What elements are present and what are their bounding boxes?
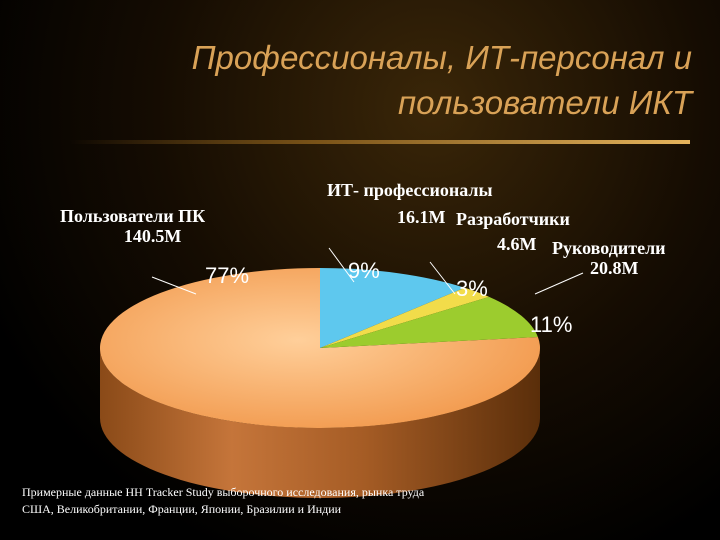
title-underline: [70, 140, 690, 144]
footnote-line-2: США, Великобритании, Франции, Японии, Бр…: [22, 502, 342, 516]
leader-line-users: [151, 276, 197, 295]
label-managers-value: 20.8M: [590, 258, 639, 278]
footnote: Примерные данные НН Tracker Study выборо…: [22, 484, 542, 518]
pie-side: [100, 348, 540, 498]
label-dev-name: Разработчики: [456, 209, 570, 229]
label-managers-name: Руководители: [552, 238, 666, 258]
leader-line-dev: [429, 261, 456, 295]
title-line-2: пользователи ИКТ: [397, 84, 692, 121]
leader-line-managers: [534, 272, 584, 295]
label-users: Пользователи ПК 140.5M: [60, 206, 205, 246]
label-users-name: Пользователи ПК: [60, 206, 206, 226]
label-dev-value: 4.6M: [497, 234, 537, 254]
label-it-pro-value: 16.1M: [397, 207, 446, 227]
slice-developers: [320, 287, 490, 348]
title-line-1: Профессионалы, ИТ-персонал и: [191, 39, 692, 76]
percent-users: 77%: [205, 263, 250, 288]
percent-dev: 3%: [456, 276, 488, 301]
label-it-pro-name: ИТ- профессионалы: [327, 180, 493, 200]
percent-managers: 11%: [530, 312, 573, 337]
slice-it-professionals: [320, 296, 538, 348]
label-users-value: 140.5M: [123, 226, 182, 246]
slide-title: Профессионалы, ИТ-персонал и пользовател…: [0, 36, 692, 124]
leader-line-it-pro: [328, 247, 355, 283]
percent-it-pro: 9%: [348, 258, 380, 283]
footnote-line-1: Примерные данные НН Tracker Study выборо…: [22, 485, 425, 499]
slice-managers: [320, 268, 465, 348]
